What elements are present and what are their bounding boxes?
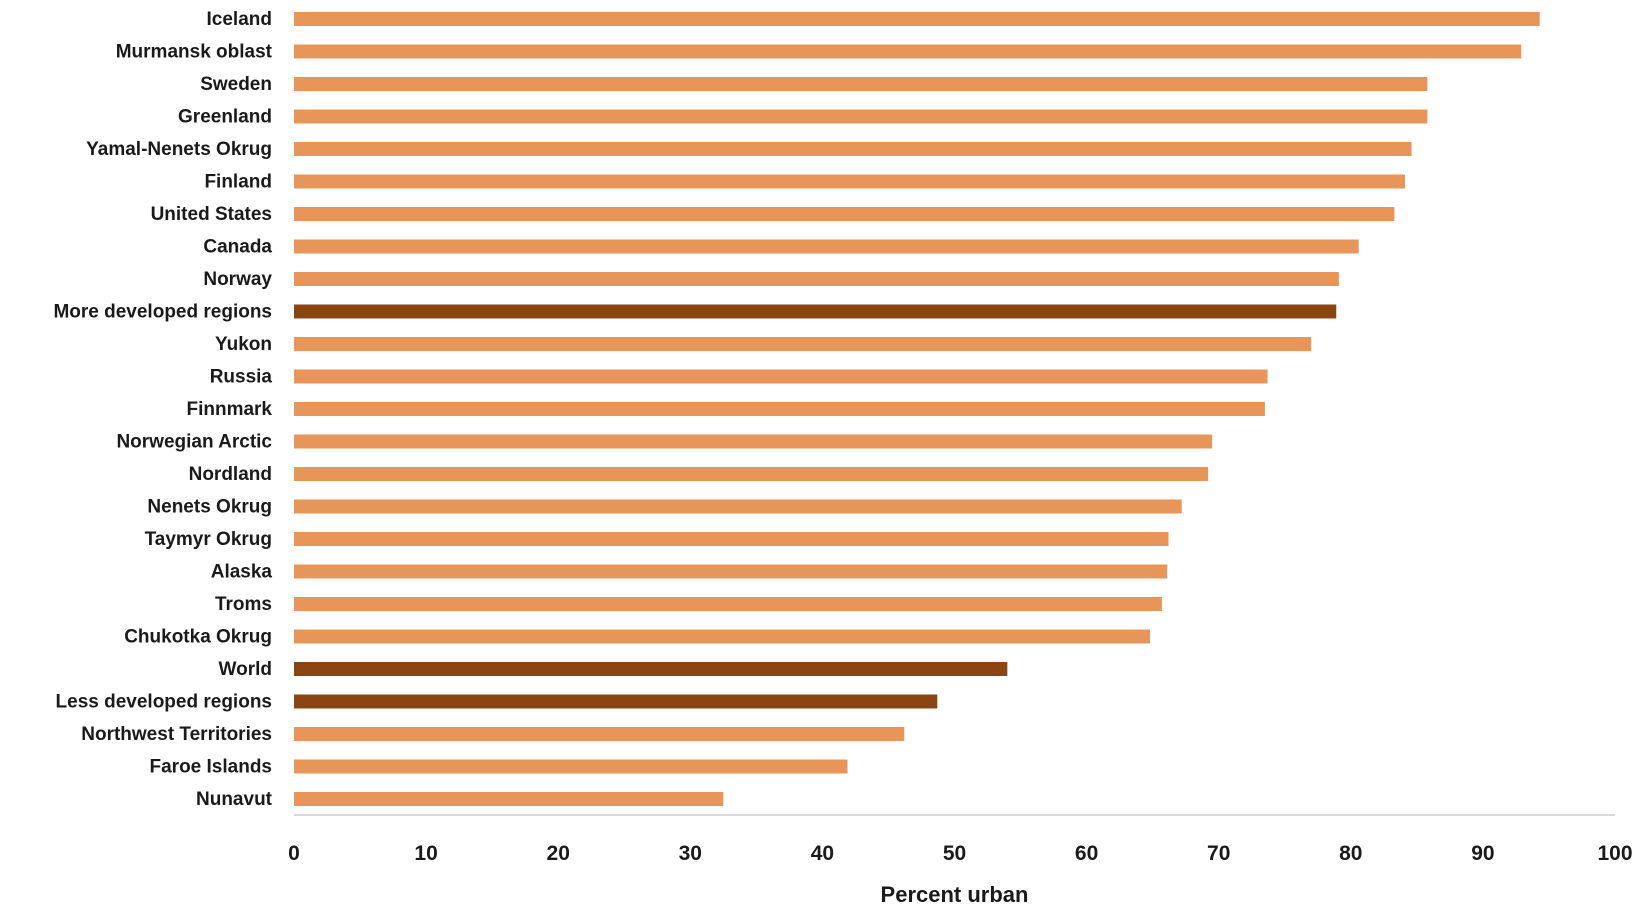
category-label-russia: Russia <box>210 367 273 388</box>
bar-faroe-islands <box>294 759 848 774</box>
category-label-nenets-okrug: Nenets Okrug <box>147 497 272 518</box>
bar-chukotka-okrug <box>294 629 1151 644</box>
category-label-canada: Canada <box>203 237 272 258</box>
category-label-taymyr-okrug: Taymyr Okrug <box>145 529 272 550</box>
bar-norway <box>294 272 1339 286</box>
category-label-nordland: Nordland <box>189 464 272 485</box>
category-label-iceland: Iceland <box>207 9 272 30</box>
bar-finland <box>294 174 1405 189</box>
category-label-northwest-territories: Northwest Territories <box>81 724 272 745</box>
bar-iceland <box>294 12 1540 26</box>
bar-canada <box>294 239 1359 254</box>
category-labels: Iceland Murmansk oblast Sweden Greenland Yam… <box>53 9 272 810</box>
bar-nunavut <box>294 792 724 806</box>
bar-finnmark <box>294 402 1265 416</box>
x-tick-label-30: 30 <box>679 842 702 865</box>
x-tick-label-10: 10 <box>414 842 437 865</box>
x-tick-label-0: 0 <box>288 842 300 865</box>
x-tick-label-100: 100 <box>1597 842 1632 865</box>
category-label-chukotka-okrug: Chukotka Okrug <box>124 627 272 648</box>
category-label-alaska: Alaska <box>211 562 273 583</box>
category-label-more-developed-regions: More developed regions <box>53 302 272 323</box>
x-tick-label-60: 60 <box>1075 842 1098 865</box>
bar-world <box>294 662 1008 676</box>
category-label-yamal-nenets-okrug: Yamal-Nenets Okrug <box>86 139 272 160</box>
bar-russia <box>294 369 1268 384</box>
bar-sweden <box>294 77 1428 91</box>
bar-nordland <box>294 467 1209 481</box>
category-label-world: World <box>219 659 272 680</box>
category-label-faroe-islands: Faroe Islands <box>150 757 273 778</box>
category-label-troms: Troms <box>215 594 272 615</box>
bar-yukon <box>294 337 1312 351</box>
bar-troms <box>294 597 1162 611</box>
bar-more-developed-regions <box>294 304 1337 319</box>
category-label-finland: Finland <box>204 172 272 193</box>
category-label-murmansk-oblast: Murmansk oblast <box>116 42 273 63</box>
x-tick-labels: 0 10 20 30 40 50 60 70 80 90 100 <box>288 842 1632 865</box>
bar-northwest-territories <box>294 727 905 741</box>
x-tick-label-80: 80 <box>1339 842 1362 865</box>
category-label-norwegian-arctic: Norwegian Arctic <box>116 432 272 453</box>
x-tick-label-90: 90 <box>1471 842 1494 865</box>
bars-layer <box>294 12 1540 806</box>
x-tick-label-70: 70 <box>1207 842 1230 865</box>
category-label-greenland: Greenland <box>178 107 272 128</box>
category-label-sweden: Sweden <box>200 74 272 95</box>
category-label-norway: Norway <box>203 269 272 290</box>
x-tick-label-50: 50 <box>943 842 966 865</box>
x-tick-label-40: 40 <box>811 842 834 865</box>
x-axis-title: Percent urban <box>881 882 1029 907</box>
category-label-finnmark: Finnmark <box>186 399 272 420</box>
bar-murmansk-oblast <box>294 44 1522 59</box>
category-label-united-states: United States <box>151 204 272 225</box>
x-tick-label-20: 20 <box>547 842 570 865</box>
bar-alaska <box>294 564 1168 579</box>
category-label-yukon: Yukon <box>215 334 272 355</box>
bar-taymyr-okrug <box>294 532 1169 546</box>
category-label-nunavut: Nunavut <box>196 789 273 810</box>
bar-nenets-okrug <box>294 499 1182 514</box>
bar-less-developed-regions <box>294 694 938 709</box>
bar-united-states <box>294 207 1395 221</box>
category-label-less-developed-regions: Less developed regions <box>56 692 272 713</box>
bar-greenland <box>294 109 1428 124</box>
bar-yamal-nenets-okrug <box>294 142 1412 156</box>
bar-norwegian-arctic <box>294 434 1213 449</box>
